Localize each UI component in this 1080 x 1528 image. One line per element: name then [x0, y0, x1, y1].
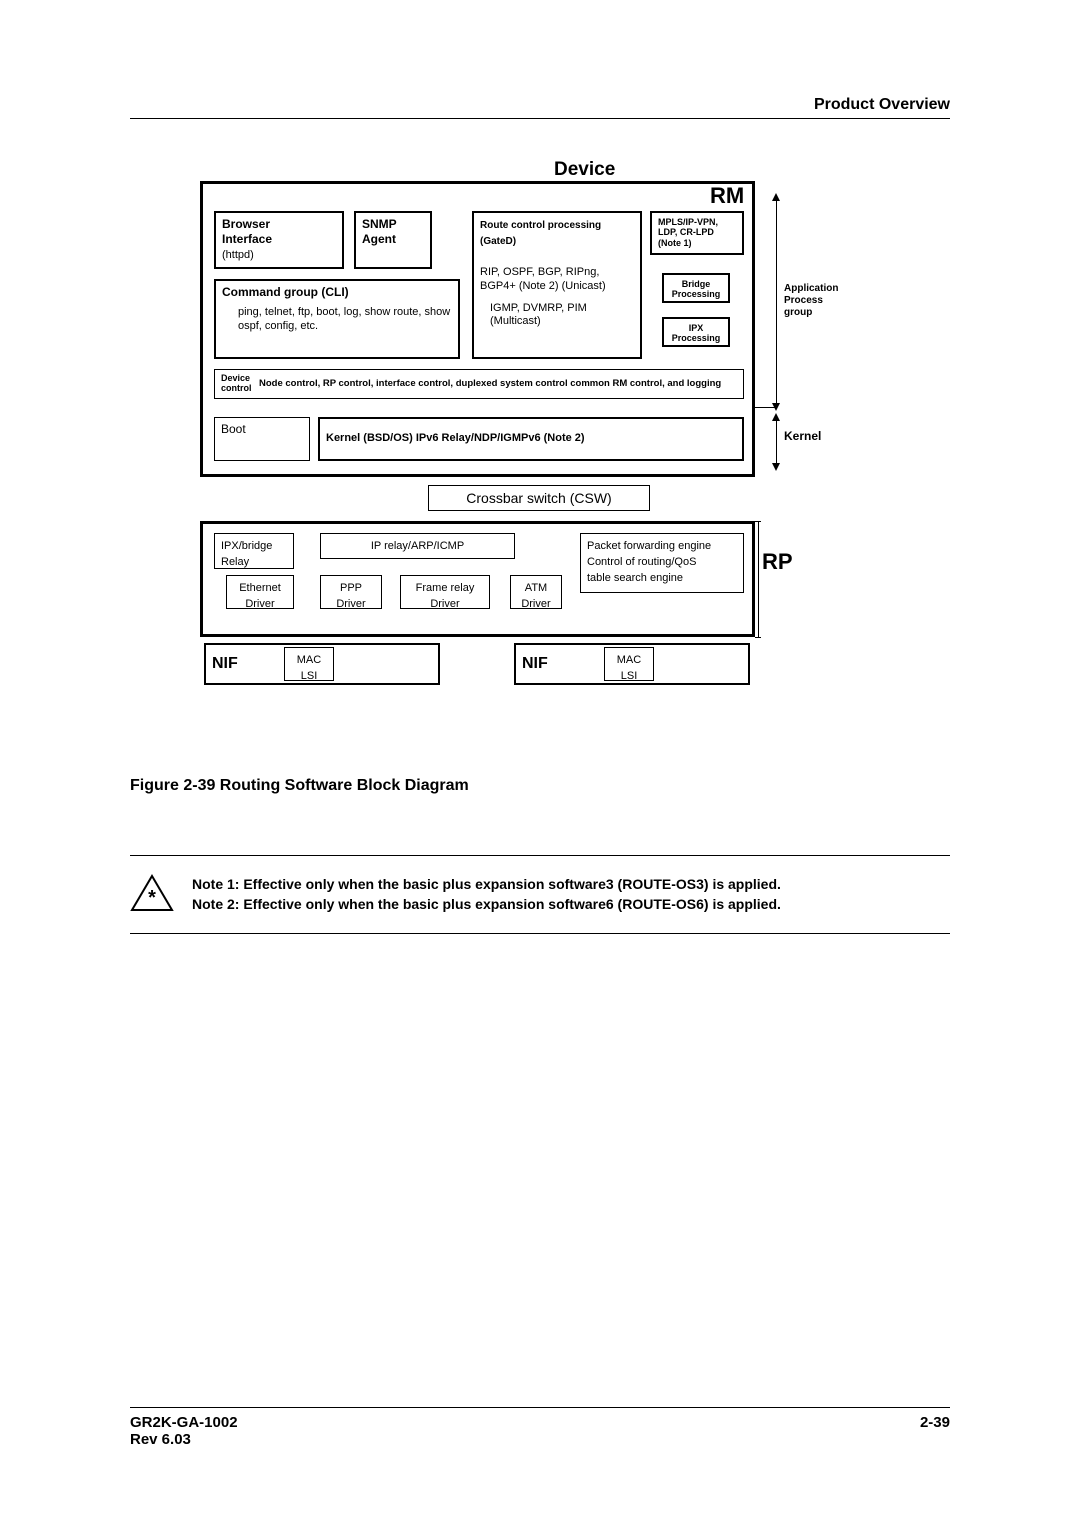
snmp-agent-box: SNMP Agent: [354, 211, 432, 269]
mac-right-1: MAC: [617, 654, 641, 666]
mpls-3: (Note 1): [658, 238, 692, 248]
route-control-box: Route control processing (GateD) RIP, OS…: [472, 211, 642, 359]
routing-block-diagram: Device RM Browser Interface (httpd) SNMP…: [200, 167, 960, 727]
pfe-box: Packet forwarding engine Control of rout…: [580, 533, 744, 593]
ipx-box: IPX Processing: [662, 317, 730, 347]
eth-2: Driver: [245, 598, 274, 610]
rp-label: RP: [762, 549, 793, 575]
kernel-row-box: Kernel (BSD/OS) IPv6 Relay/NDP/IGMPv6 (N…: [318, 417, 744, 461]
footer-page-num: 2-39: [920, 1414, 950, 1448]
app-3: group: [784, 307, 812, 318]
svg-text:*: *: [148, 887, 156, 909]
mpls-2: LDP, CR-LPD: [658, 227, 714, 237]
browser-title-2: Interface: [222, 232, 272, 246]
pfe-3: table search engine: [587, 572, 683, 584]
cmd-body: ping, telnet, ftp, boot, log, show route…: [222, 300, 452, 334]
route-sub: (GateD): [480, 236, 516, 247]
device-label: Device: [554, 159, 615, 181]
page-footer: GR2K-GA-1002 Rev 6.03 2-39: [130, 1407, 950, 1448]
rp-tick-top: [755, 521, 761, 522]
eth-driver-box: Ethernet Driver: [226, 575, 294, 609]
kernel-arrow-down: [772, 463, 780, 471]
ipx-2: Processing: [672, 333, 721, 343]
ppp-driver-box: PPP Driver: [320, 575, 382, 609]
app-arrow-up: [772, 193, 780, 201]
caution-icon: *: [130, 874, 174, 912]
bridge-box: Bridge Processing: [662, 273, 730, 303]
fr-2: Driver: [430, 598, 459, 610]
atm-driver-box: ATM Driver: [510, 575, 562, 609]
boot-text: Boot: [221, 422, 246, 436]
app-tick: [755, 407, 776, 408]
app-group-line: [776, 197, 777, 407]
rp-tick-bot: [755, 637, 761, 638]
atm-2: Driver: [521, 598, 550, 610]
iprelay-box: IP relay/ARP/ICMP: [320, 533, 515, 559]
note-2: Note 2: Effective only when the basic pl…: [192, 894, 781, 914]
mac-lsi-right: MAC LSI: [604, 647, 654, 681]
route-title: Route control processing: [480, 220, 601, 231]
eth-1: Ethernet: [239, 582, 281, 594]
iprelay-text: IP relay/ARP/ICMP: [371, 540, 464, 552]
ipxbridge-2: Relay: [221, 556, 249, 568]
rm-label: RM: [710, 183, 744, 209]
header-rule: [130, 118, 950, 119]
nif-label-right: NIF: [522, 654, 548, 674]
kernel-row-text: Kernel (BSD/OS) IPv6 Relay/NDP/IGMPv6 (N…: [326, 432, 585, 446]
mac-left-2: LSI: [301, 670, 318, 682]
figure-caption: Figure 2-39 Routing Software Block Diagr…: [130, 777, 950, 795]
note-1: Note 1: Effective only when the basic pl…: [192, 874, 781, 894]
ipxbridge-box: IPX/bridge Relay: [214, 533, 294, 569]
kernel-side-label: Kernel: [784, 429, 821, 443]
app-2: Process: [784, 295, 823, 306]
mac-lsi-left: MAC LSI: [284, 647, 334, 681]
notes-text: Note 1: Effective only when the basic pl…: [192, 874, 781, 915]
bridge-1: Bridge: [682, 279, 711, 289]
pfe-2: Control of routing/QoS: [587, 556, 696, 568]
snmp-1: SNMP: [362, 217, 397, 231]
app-group-label: Application Process group: [784, 283, 838, 319]
footer-rule: [130, 1407, 950, 1408]
mpls-box: MPLS/IP-VPN, LDP, CR-LPD (Note 1): [650, 211, 744, 255]
ipxbridge-1: IPX/bridge: [221, 540, 272, 552]
app-1: Application: [784, 283, 838, 294]
mac-right-2: LSI: [621, 670, 638, 682]
bridge-2: Processing: [672, 289, 721, 299]
snmp-2: Agent: [362, 232, 396, 246]
crossbar-text: Crossbar switch (CSW): [466, 490, 611, 506]
footer-rev: Rev 6.03: [130, 1431, 238, 1448]
ppp-2: Driver: [336, 598, 365, 610]
ppp-1: PPP: [340, 582, 362, 594]
device-control-box: Device control Node control, RP control,…: [214, 369, 744, 399]
nif-label-left: NIF: [212, 654, 238, 674]
browser-title-1: Browser: [222, 217, 270, 231]
cmd-title: Command group (CLI): [222, 285, 349, 299]
atm-1: ATM: [525, 582, 547, 594]
ipx-1: IPX: [689, 323, 704, 333]
route-body-2: IGMP, DVMRP, PIM (Multicast): [480, 302, 634, 330]
boot-box: Boot: [214, 417, 310, 461]
devctrl-label: Device control: [221, 374, 259, 394]
footer-doc-id: GR2K-GA-1002: [130, 1414, 238, 1431]
browser-sub: (httpd): [222, 249, 254, 261]
page-header: Product Overview: [130, 96, 950, 114]
browser-interface-box: Browser Interface (httpd): [214, 211, 344, 269]
route-body-1: RIP, OSPF, BGP, RIPng, BGP4+ (Note 2) (U…: [480, 266, 634, 294]
fr-driver-box: Frame relay Driver: [400, 575, 490, 609]
pfe-1: Packet forwarding engine: [587, 540, 711, 552]
devctrl-body: Node control, RP control, interface cont…: [259, 378, 737, 390]
kernel-arrow-up: [772, 413, 780, 421]
kernel-line: [776, 417, 777, 467]
crossbar-box: Crossbar switch (CSW): [428, 485, 650, 511]
fr-1: Frame relay: [416, 582, 475, 594]
rp-side-line: [758, 521, 759, 637]
mpls-1: MPLS/IP-VPN,: [658, 217, 718, 227]
command-group-box: Command group (CLI) ping, telnet, ftp, b…: [214, 279, 460, 359]
mac-left-1: MAC: [297, 654, 321, 666]
notes-block: * Note 1: Effective only when the basic …: [130, 855, 950, 934]
